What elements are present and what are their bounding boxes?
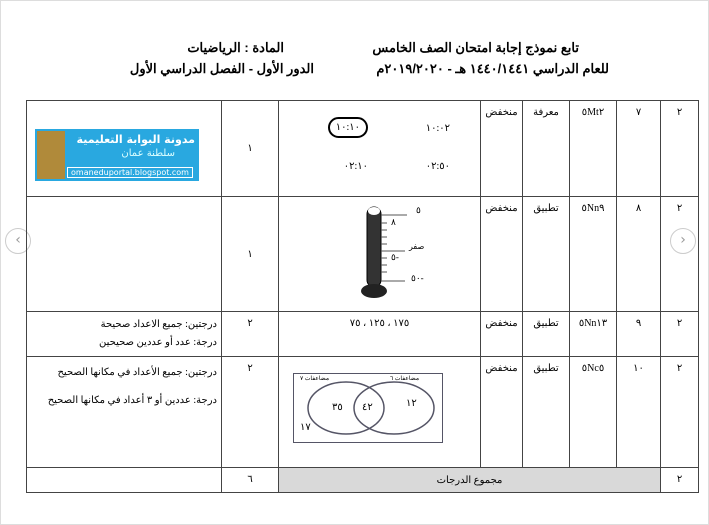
- notes-cell: مدونة البوابة التعليمية سلطنة عمان omanedu…: [26, 100, 222, 197]
- venn-value: ١٧: [300, 422, 311, 433]
- outcome-code: ٥Mt٢: [569, 100, 617, 197]
- tick-label: ٨: [391, 217, 396, 227]
- question-number: ٨: [616, 196, 661, 312]
- tick-label: -٥٠: [411, 273, 424, 283]
- difficulty: منخفض: [480, 311, 523, 357]
- academic-year: للعام الدراسي ١٤٤٠/١٤٤١ هـ - ٢٠١٩/٢٠٢٠م: [376, 61, 609, 76]
- thermometer-icon: [361, 206, 407, 298]
- notes-cell: [26, 196, 222, 312]
- note: درجة: عددين أو ٣ أعداد في مكانها الصحيح: [47, 395, 217, 406]
- cognitive-level: تطبيق: [522, 311, 570, 357]
- table-row: ٢ ٨ ٥Nn٩ تطبيق منخفض ٥ ٨ صفر -٥ -٥٠ ١: [26, 196, 699, 312]
- exam-title: تابع نموذج إجابة امتحان الصف الخامس: [372, 40, 579, 55]
- blog-logo: مدونة البوابة التعليمية سلطنة عمان omanedu…: [35, 129, 199, 181]
- difficulty: منخفض: [480, 356, 523, 468]
- answer-cell: ١٠:٠٢ ١٠:١٠ ٠٢:٥٠ ٠٢:١٠: [278, 100, 481, 197]
- total-marks: ٦: [221, 467, 279, 493]
- option: ٠٢:٥٠: [425, 161, 450, 172]
- option-circled: ١٠:١٠: [327, 117, 368, 138]
- cognitive-level: تطبيق: [522, 356, 570, 468]
- logo-url: omaneduportal.blogspot.com: [67, 167, 193, 178]
- answer-table: ٢ ٧ ٥Mt٢ معرفة منخفض ١٠:٠٢ ١٠:١٠ ٠٢:٥٠ ٠…: [26, 100, 699, 493]
- logo-image: [37, 131, 65, 179]
- table-row: ٢ ٩ ٥Nn١٣ تطبيق منخفض ١٧٥ ، ١٢٥ ، ٧٥ ٢ د…: [26, 311, 699, 357]
- outcome-code: ٥Nn٩: [569, 196, 617, 312]
- marks: ١: [221, 100, 279, 197]
- total-label: مجموع الدرجات: [278, 467, 661, 493]
- note: درجة: عدد أو عددين صحيحين: [99, 337, 217, 348]
- outcome-code: ٥Nn١٣: [569, 311, 617, 357]
- total-row: ٢ مجموع الدرجات ٦: [26, 467, 699, 493]
- tick-label: صفر: [409, 242, 425, 251]
- venn-value: ٣٥: [332, 402, 343, 413]
- set-label: مضاعفات ٦: [390, 376, 420, 382]
- venn-value: ٤٢: [362, 402, 373, 413]
- question-number: ١٠: [616, 356, 661, 468]
- cognitive-level: تطبيق: [522, 196, 570, 312]
- note: درجتين: جميع الأعداد في مكانها الصحيح: [57, 367, 217, 378]
- venn-diagram: مضاعفات ٧ مضاعفات ٦ ٣٥ ٤٢ ١٢ ١٧: [293, 373, 443, 443]
- difficulty: منخفض: [480, 100, 523, 197]
- cell: ٢: [660, 196, 699, 312]
- option: ١٠:٠٢: [425, 123, 450, 134]
- tick-label: ٥: [416, 205, 421, 215]
- question-number: ٩: [616, 311, 661, 357]
- marks: ١: [221, 196, 279, 312]
- notes-cell: [26, 467, 222, 493]
- set-label: مضاعفات ٧: [300, 376, 330, 382]
- answer-cell: ٥ ٨ صفر -٥ -٥٠: [278, 196, 481, 312]
- answer-cell: مضاعفات ٧ مضاعفات ٦ ٣٥ ٤٢ ١٢ ١٧: [278, 356, 481, 468]
- answer-cell: ١٧٥ ، ١٢٥ ، ٧٥: [278, 311, 481, 357]
- tick-label: -٥: [391, 252, 399, 262]
- logo-text: سلطنة عمان: [121, 148, 175, 159]
- difficulty: منخفض: [480, 196, 523, 312]
- notes-cell: درجتين: جميع الأعداد في مكانها الصحيح درج…: [26, 356, 222, 468]
- question-number: ٧: [616, 100, 661, 197]
- notes-cell: درجتين: جميع الاعداد صحيحة درجة: عدد أو ع…: [26, 311, 222, 357]
- outcome-code: ٥Nc٥: [569, 356, 617, 468]
- table-row: ٢ ٧ ٥Mt٢ معرفة منخفض ١٠:٠٢ ١٠:١٠ ٠٢:٥٠ ٠…: [26, 100, 699, 197]
- marks: ٢: [221, 356, 279, 468]
- cell: ٢: [660, 356, 699, 468]
- term: الدور الأول - الفصل الدراسي الأول: [129, 61, 314, 76]
- cell: ٢: [660, 100, 699, 197]
- logo-text: مدونة البوابة التعليمية: [76, 133, 195, 146]
- venn-value: ١٢: [406, 398, 417, 409]
- cell: ٢: [660, 467, 699, 493]
- cell: ٢: [660, 311, 699, 357]
- table-row: ٢ ١٠ ٥Nc٥ تطبيق منخفض مضاعفات ٧ مضاعفات …: [26, 356, 699, 468]
- venn-circles: [307, 381, 435, 435]
- marks: ٢: [221, 311, 279, 357]
- subject: المادة : الرياضيات: [187, 40, 284, 55]
- cognitive-level: معرفة: [522, 100, 570, 197]
- option: ٠٢:١٠: [343, 161, 368, 172]
- note: درجتين: جميع الاعداد صحيحة: [100, 319, 217, 330]
